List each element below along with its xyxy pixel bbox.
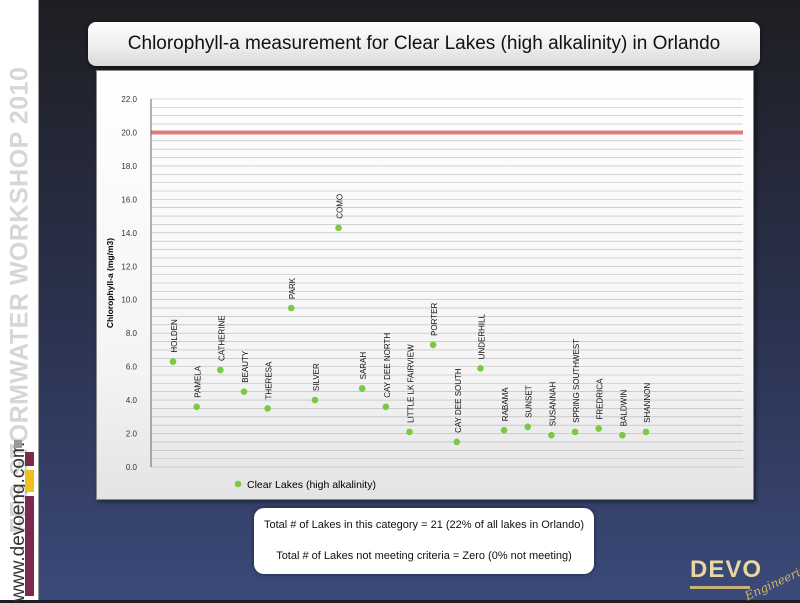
point-label: PORTER <box>430 302 439 335</box>
sidebar: FES STORMWATER WORKSHOP 2010 www.devoeng… <box>0 0 39 602</box>
chart-panel: 0.0 2.0 4.0 6.0 8.0 10.0 12.0 14.0 16.0 18.0 20.0 2… <box>96 70 754 500</box>
point-label: SARAH <box>359 352 368 380</box>
data-point <box>169 358 177 365</box>
y-tick-label: 22.0 <box>121 95 137 104</box>
point-label: SILVER <box>312 363 321 391</box>
data-point <box>595 425 602 432</box>
data-point <box>619 431 626 439</box>
slide-title: Chlorophyll-a measurement for Clear Lake… <box>88 22 760 66</box>
info-box: Total # of Lakes in this category = 21 (… <box>254 508 594 574</box>
data-point <box>335 224 342 232</box>
point-label: SHANNON <box>643 383 652 423</box>
decor-square-1 <box>25 452 34 466</box>
y-tick-labels: 0.0 2.0 4.0 6.0 8.0 10.0 12.0 14.0 16.0 18.0 20.0 2… <box>121 95 137 472</box>
point-label: PARK <box>288 277 297 299</box>
logo-text: DEVO <box>690 556 763 583</box>
data-point <box>217 366 224 374</box>
chart-svg: 0.0 2.0 4.0 6.0 8.0 10.0 12.0 14.0 16.0 18.0 20.0 2… <box>105 95 743 491</box>
data-point <box>524 423 532 431</box>
point-label: UNDERHILL <box>477 313 486 359</box>
point-label: SUNSET <box>525 385 534 418</box>
point-label: BEAUTY <box>241 350 250 383</box>
y-tick-label: 12.0 <box>121 262 137 271</box>
point-label: CAY DEE NORTH <box>383 333 392 398</box>
data-point <box>571 428 579 436</box>
data-point <box>477 365 484 372</box>
legend-marker <box>234 480 242 488</box>
y-tick-label: 14.0 <box>121 229 137 238</box>
point-label: PAMELA <box>194 365 203 398</box>
info-not-meeting: Total # of Lakes not meeting criteria = … <box>276 550 572 562</box>
y-tick-label: 0.0 <box>126 463 138 472</box>
point-label: SPRING SOUTHWEST <box>572 339 581 423</box>
data-point <box>382 403 390 411</box>
y-tick-label: 4.0 <box>126 396 138 405</box>
devo-logo: DEVO Engineering <box>690 556 800 603</box>
point-label: FREDRICA <box>596 378 605 420</box>
point-label: CAY DEE SOUTH <box>454 368 463 433</box>
data-point <box>642 428 650 436</box>
data-point <box>240 388 248 396</box>
data-point <box>406 428 413 436</box>
data-point <box>429 341 437 349</box>
point-label: THERESA <box>265 361 274 399</box>
y-tick-label: 6.0 <box>126 363 138 372</box>
data-point <box>193 403 200 411</box>
data-point <box>548 431 555 439</box>
decor-square-3 <box>25 496 34 596</box>
grid-layer <box>151 98 743 468</box>
point-label: BALDWIN <box>619 390 628 427</box>
data-point <box>358 385 366 392</box>
point-label: RABAMA <box>501 387 510 421</box>
data-point <box>500 426 508 434</box>
point-label: HOLDEN <box>170 319 179 353</box>
data-point <box>264 405 271 412</box>
slide-title-text: Chlorophyll-a measurement for Clear Lake… <box>127 33 721 54</box>
y-tick-label: 20.0 <box>121 128 137 137</box>
data-point <box>311 396 319 404</box>
point-label: SUSANNAH <box>548 382 557 427</box>
point-labels: HOLDEN PAMELA CATHERINE BEAUTY THERESA PARK SI… <box>170 194 652 433</box>
y-tick-label: 16.0 <box>121 195 137 204</box>
info-total-lakes: Total # of Lakes in this category = 21 (… <box>263 519 585 531</box>
data-points <box>169 224 650 446</box>
data-point <box>287 304 295 312</box>
decor-square-2 <box>25 470 34 492</box>
y-axis-label: Chlorophyll-a (mg/m3) <box>105 238 115 328</box>
y-tick-label: 10.0 <box>121 296 137 305</box>
point-label: LITTLE LK FAIRVIEW <box>407 344 416 423</box>
data-point <box>453 438 461 446</box>
y-tick-label: 8.0 <box>126 329 138 338</box>
decor-square-4 <box>14 440 22 448</box>
y-tick-label: 18.0 <box>121 162 137 171</box>
point-label: CATHERINE <box>217 315 226 361</box>
point-label: COMO <box>336 194 345 219</box>
y-tick-label: 2.0 <box>126 430 138 439</box>
logo-underline <box>690 586 750 589</box>
legend-label: Clear Lakes (high alkalinity) <box>247 479 376 491</box>
